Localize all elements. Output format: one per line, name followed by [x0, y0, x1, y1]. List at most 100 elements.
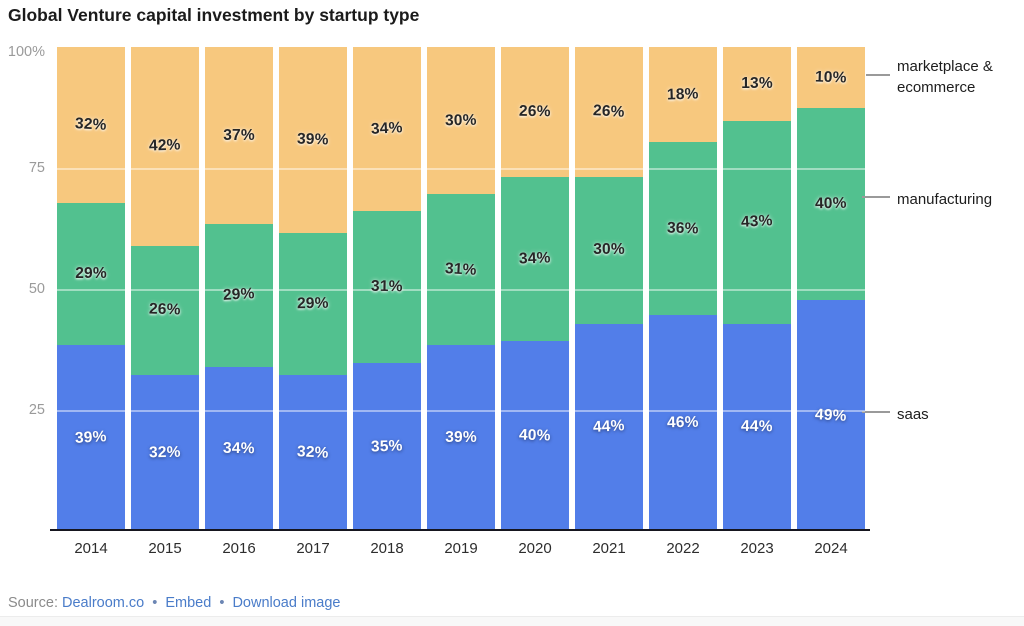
x-tick-2015: 2015	[148, 540, 182, 557]
segment-value-label: 39%	[74, 428, 108, 447]
segment-value-label: 34%	[223, 439, 255, 458]
bar-segment-manufacturing-2023[interactable]: 43%	[723, 120, 791, 324]
bar-segment-saas-2017[interactable]: 32%	[279, 375, 347, 531]
bar-2024[interactable]: 10% 40% 49%	[797, 47, 865, 531]
bar-segment-saas-2018[interactable]: 35%	[353, 362, 421, 531]
separator-dot: •	[219, 595, 225, 611]
bar-segment-manufacturing-2018[interactable]: 31%	[353, 211, 421, 363]
segment-value-label: 44%	[741, 418, 773, 436]
bar-segment-marketplace-ecommerce-2015[interactable]: 42%	[131, 47, 199, 246]
x-axis-line	[50, 529, 870, 531]
segment-value-label: 29%	[297, 294, 329, 313]
legend-label-manufacturing: manufacturing	[897, 191, 993, 208]
segment-value-label: 49%	[814, 405, 848, 425]
segment-value-label: 32%	[296, 443, 330, 463]
bar-segment-marketplace-ecommerce-2023[interactable]: 13%	[723, 47, 791, 121]
embed-link[interactable]: Embed	[165, 595, 212, 611]
bar-segment-manufacturing-2016[interactable]: 29%	[205, 224, 273, 367]
segment-value-label: 40%	[518, 426, 552, 445]
bar-segment-manufacturing-2021[interactable]: 30%	[575, 176, 643, 324]
segment-value-label: 29%	[75, 264, 107, 282]
segment-value-label: 13%	[741, 74, 773, 92]
legend-label-saas: saas	[897, 406, 929, 423]
bar-segment-manufacturing-2020[interactable]: 34%	[501, 176, 569, 341]
source-link-dealroom[interactable]: Dealroom.co	[62, 595, 145, 611]
y-tick-50: 50	[28, 281, 45, 297]
bar-segment-saas-2024[interactable]: 49%	[797, 300, 865, 531]
bar-2023[interactable]: 13% 43% 44%	[723, 47, 791, 532]
bar-segment-marketplace-ecommerce-2024[interactable]: 10%	[797, 47, 865, 109]
segment-value-label: 32%	[149, 443, 181, 462]
segment-value-label: 39%	[445, 429, 477, 447]
bar-segment-saas-2023[interactable]: 44%	[723, 323, 791, 532]
bar-segment-manufacturing-2017[interactable]: 29%	[279, 232, 347, 376]
bar-segment-manufacturing-2015[interactable]: 26%	[131, 245, 199, 376]
segment-value-label: 46%	[667, 413, 699, 432]
x-axis: 2014 2015 2016 2017 2018 2019 2020 2021 2022 2023…	[57, 540, 865, 557]
bar-segment-marketplace-ecommerce-2021[interactable]: 26%	[575, 47, 643, 177]
segment-value-label: 42%	[148, 136, 182, 155]
y-tick-25: 25	[28, 402, 45, 418]
source-bar: Source: Dealroom.co • Embed • Download i…	[8, 595, 340, 611]
x-tick-2021: 2021	[592, 540, 626, 557]
segment-value-label: 43%	[740, 212, 774, 232]
legend-label-marketplace-ecommerce: marketplace & ecommerce	[897, 58, 993, 96]
x-tick-2016: 2016	[222, 540, 256, 557]
bar-2022[interactable]: 18% 36% 46%	[649, 47, 717, 531]
download-image-link[interactable]: Download image	[232, 595, 341, 611]
bar-segment-manufacturing-2024[interactable]: 40%	[797, 108, 865, 301]
bar-segment-saas-2020[interactable]: 40%	[501, 341, 569, 531]
bar-segment-saas-2022[interactable]: 46%	[649, 315, 717, 531]
legend-dash-saas	[862, 411, 890, 413]
legend-dash-manufacturing	[862, 196, 890, 198]
y-tick-100: 100%	[7, 43, 45, 60]
x-tick-2024: 2024	[814, 540, 848, 557]
bar-2014[interactable]: 32% 29% 39%	[57, 47, 125, 531]
segment-value-label: 40%	[815, 195, 847, 213]
y-tick-75: 75	[28, 160, 45, 176]
bar-2020[interactable]: 26% 34% 40%	[501, 47, 569, 531]
segment-value-label: 26%	[592, 102, 626, 121]
bar-segment-saas-2016[interactable]: 34%	[205, 366, 273, 531]
bar-segment-saas-2015[interactable]: 32%	[131, 375, 199, 531]
bar-2017[interactable]: 39% 29% 32%	[279, 47, 347, 531]
segment-value-label: 30%	[445, 111, 477, 129]
bar-segment-saas-2019[interactable]: 39%	[427, 345, 495, 531]
bar-2019[interactable]: 30% 31% 39%	[427, 47, 495, 531]
bar-segment-marketplace-ecommerce-2022[interactable]: 18%	[649, 47, 717, 143]
segment-value-label: 31%	[444, 259, 478, 279]
bar-segment-saas-2014[interactable]: 39%	[57, 345, 125, 531]
segment-value-label: 31%	[371, 277, 403, 296]
bar-segment-marketplace-ecommerce-2019[interactable]: 30%	[427, 47, 495, 194]
y-axis: 100% 75 50 25	[0, 43, 47, 531]
chart-title: Global Venture capital investment by sta…	[8, 5, 420, 25]
segment-value-label: 44%	[592, 417, 626, 437]
bottom-strip	[0, 616, 1024, 626]
segment-value-label: 36%	[666, 219, 700, 238]
bar-2015[interactable]: 42% 26% 32%	[131, 47, 199, 531]
bar-2016[interactable]: 37% 29% 34%	[205, 47, 273, 531]
bar-segment-marketplace-ecommerce-2014[interactable]: 32%	[57, 47, 125, 203]
segment-value-label: 32%	[74, 114, 108, 134]
plot-area: 32% 29% 39% 42% 26% 32% 37% 29% 34% 39% 29% 32% 34% 3…	[57, 47, 865, 532]
segment-value-label: 35%	[370, 437, 404, 456]
segment-value-label: 29%	[222, 285, 256, 305]
separator-dot: •	[152, 595, 158, 611]
bar-segment-marketplace-ecommerce-2017[interactable]: 39%	[279, 47, 347, 233]
bar-segment-manufacturing-2019[interactable]: 31%	[427, 194, 495, 346]
bar-segment-marketplace-ecommerce-2016[interactable]: 37%	[205, 47, 273, 225]
bar-segment-manufacturing-2014[interactable]: 29%	[57, 202, 125, 346]
bar-segment-marketplace-ecommerce-2018[interactable]: 34%	[353, 47, 421, 212]
segment-value-label: 34%	[518, 249, 552, 268]
x-tick-2019: 2019	[444, 540, 478, 557]
bar-segment-marketplace-ecommerce-2020[interactable]: 26%	[501, 47, 569, 177]
bar-2018[interactable]: 34% 31% 35%	[353, 47, 421, 531]
bar-segment-saas-2021[interactable]: 44%	[575, 323, 643, 531]
x-tick-2022: 2022	[666, 540, 700, 557]
bar-2021[interactable]: 26% 30% 44%	[575, 47, 643, 531]
segment-value-label: 39%	[296, 130, 330, 149]
segment-value-label: 26%	[148, 300, 182, 320]
segment-value-label: 18%	[666, 85, 700, 104]
bar-segment-manufacturing-2022[interactable]: 36%	[649, 142, 717, 316]
